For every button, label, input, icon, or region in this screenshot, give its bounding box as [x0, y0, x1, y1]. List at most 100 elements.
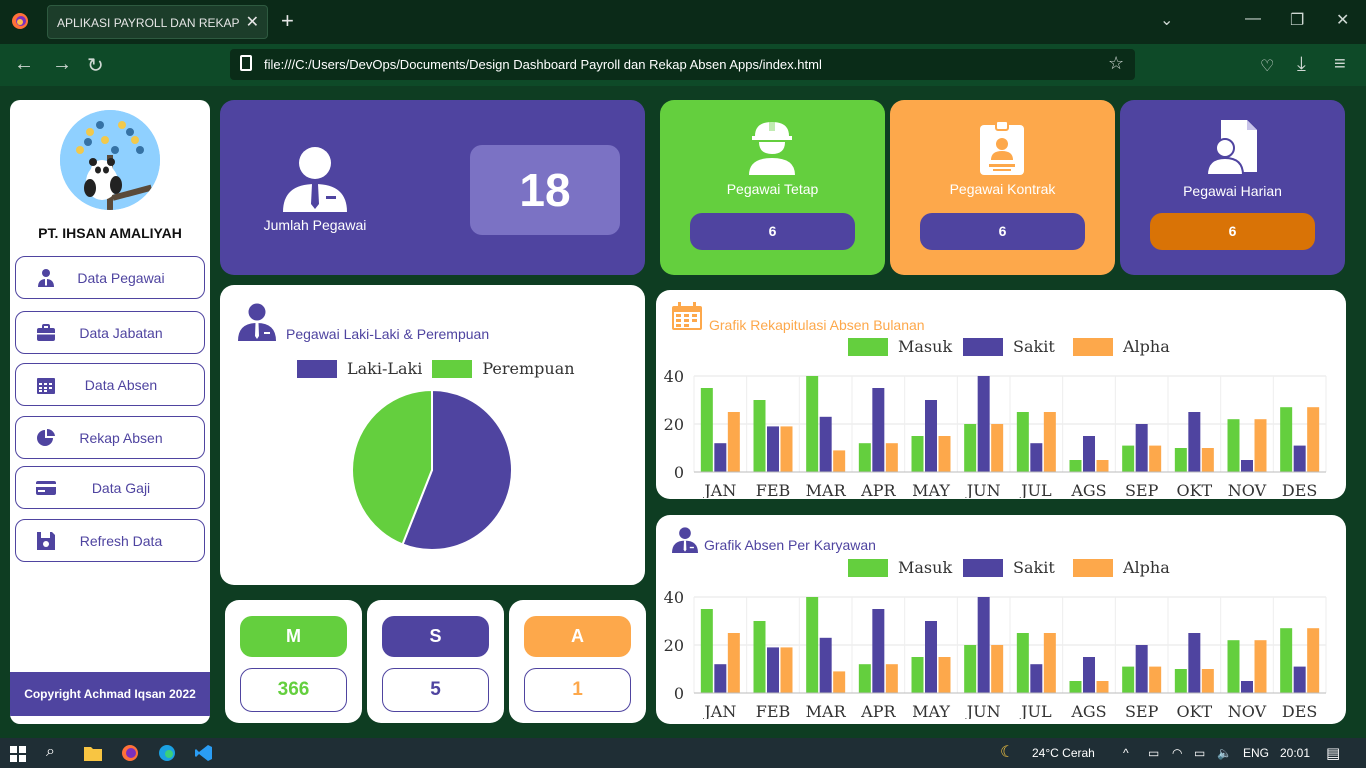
notification-icon[interactable]: ▤	[1326, 745, 1341, 762]
masuk-card: M 366	[225, 600, 362, 723]
copyright-footer: Copyright Achmad Iqsan 2022	[10, 672, 210, 716]
bar-sakit-apr	[872, 609, 885, 693]
calendar-icon	[672, 302, 702, 330]
file-explorer-icon[interactable]	[84, 745, 102, 761]
y-tick-label: 0	[674, 684, 684, 703]
x-tick-label: JUN	[965, 702, 1001, 719]
tray-chevron-icon[interactable]: ^	[1123, 746, 1129, 760]
minimize-icon[interactable]: —	[1245, 10, 1261, 27]
user-tie-icon	[238, 303, 276, 341]
x-tick-label: DES	[1282, 702, 1317, 719]
close-tab-icon[interactable]: ✕	[245, 14, 259, 31]
legend-alpha: Alpha	[1122, 559, 1170, 577]
gender-chart-title: Pegawai Laki-Laki & Perempuan	[286, 326, 490, 342]
menu-data-absen[interactable]: Data Absen	[15, 363, 205, 406]
close-window-icon[interactable]: ✕	[1336, 12, 1350, 29]
download-icon[interactable]: ⤓	[1297, 53, 1306, 75]
bar-sakit-ags	[1083, 436, 1095, 472]
bookmark-star-icon[interactable]: ☆	[1108, 53, 1125, 73]
menu-hamburger-icon[interactable]: ≡	[1334, 53, 1346, 75]
briefcase-icon	[37, 324, 55, 341]
menu-refresh-data[interactable]: Refresh Data	[15, 519, 205, 562]
alpha-card: A 1	[509, 600, 646, 723]
bar-alpha-jun	[991, 645, 1004, 693]
edge-icon[interactable]	[158, 744, 176, 762]
url-text[interactable]: file:///C:/Users/DevOps/Documents/Design…	[264, 57, 822, 72]
alpha-label: A	[524, 616, 631, 657]
bar-sakit-ags	[1083, 657, 1095, 693]
sakit-value: 5	[382, 668, 489, 712]
contract-employee-value: 6	[920, 213, 1085, 250]
dashboard-page: PT. IHSAN AMALIYAH Data Pegawai Data Jab…	[0, 86, 1366, 738]
gender-pie-chart	[351, 388, 513, 551]
meet-icon[interactable]: ▭	[1148, 746, 1160, 760]
y-tick-label: 40	[664, 367, 684, 386]
back-icon[interactable]: ←	[14, 53, 34, 75]
bar-alpha-jan	[727, 412, 740, 472]
browser-tab-bar: APLIKASI PAYROLL DAN REKAP ABSEN ✕ + ⌄ —…	[0, 0, 1366, 44]
permanent-employee-value: 6	[690, 213, 855, 250]
pocket-icon[interactable]: ♡	[1260, 58, 1275, 75]
pie-slice-perempuan	[351, 388, 433, 546]
x-tick-label: JAN	[702, 481, 736, 498]
menu-data-gaji[interactable]: Data Gaji	[15, 466, 205, 509]
bar-masuk-feb	[753, 400, 766, 472]
alpha-value: 1	[524, 668, 631, 712]
user-tie-icon	[283, 147, 347, 212]
page-icon	[240, 55, 252, 71]
battery-icon[interactable]: ▭	[1194, 746, 1206, 760]
bar-masuk-ags	[1069, 681, 1082, 693]
gender-legend: Laki-Laki Perempuan	[297, 359, 585, 378]
sakit-card: S 5	[367, 600, 504, 723]
legend-swatch-masuk	[848, 338, 888, 356]
vscode-icon[interactable]	[195, 744, 213, 762]
bar-sakit-nov	[1241, 681, 1253, 693]
bar-alpha-jan	[727, 633, 740, 693]
windows-taskbar: ⌕ ☾ 24°C Cerah ^ ▭ ◠ ▭ 🔈 ENG 20:01 ▤	[0, 738, 1366, 768]
bar-masuk-okt	[1174, 448, 1187, 472]
bar-sakit-okt	[1188, 633, 1201, 693]
menu-data-jabatan[interactable]: Data Jabatan	[15, 311, 205, 354]
user-document-icon	[1207, 120, 1257, 175]
bar-sakit-mar	[819, 416, 832, 472]
bar-sakit-feb	[767, 426, 779, 472]
windows-start-icon[interactable]	[10, 746, 26, 762]
new-tab-icon[interactable]: +	[281, 8, 294, 33]
menu-data-pegawai[interactable]: Data Pegawai	[15, 256, 205, 299]
menu-label: Rekap Absen	[79, 430, 163, 446]
bar-alpha-ags	[1096, 460, 1109, 472]
sidebar: PT. IHSAN AMALIYAH Data Pegawai Data Jab…	[10, 100, 210, 724]
bar-alpha-may	[938, 436, 951, 472]
bar-alpha-des	[1307, 628, 1320, 693]
bar-alpha-jul	[1043, 633, 1056, 693]
bar-alpha-nov	[1254, 640, 1267, 693]
tab-list-chevron-icon[interactable]: ⌄	[1160, 12, 1174, 29]
y-tick-label: 20	[664, 636, 684, 655]
menu-label: Data Gaji	[91, 480, 151, 496]
firefox-taskbar-icon[interactable]	[121, 744, 139, 762]
reload-icon[interactable]: ↻	[87, 55, 104, 77]
browser-tab[interactable]: APLIKASI PAYROLL DAN REKAP ABSEN ✕	[47, 5, 268, 39]
url-bar[interactable]: file:///C:/Users/DevOps/Documents/Design…	[230, 49, 1135, 80]
wifi-icon[interactable]: ◠	[1172, 746, 1183, 760]
gender-chart-panel: Pegawai Laki-Laki & Perempuan Laki-Laki …	[220, 285, 645, 585]
clock-time[interactable]: 20:01	[1280, 746, 1311, 760]
bar-sakit-okt	[1188, 412, 1201, 472]
menu-rekap-absen[interactable]: Rekap Absen	[15, 416, 205, 459]
x-tick-label: SEP	[1125, 702, 1159, 719]
restore-icon[interactable]: ❐	[1290, 12, 1305, 29]
y-tick-label: 20	[664, 415, 684, 434]
bar-masuk-jan	[700, 609, 713, 693]
search-icon[interactable]: ⌕	[46, 743, 55, 760]
bar-masuk-nov	[1227, 419, 1240, 472]
x-tick-label: APR	[860, 702, 896, 719]
bar-masuk-jul	[1016, 412, 1029, 472]
forward-icon[interactable]: →	[52, 53, 72, 75]
weather-text[interactable]: 24°C Cerah	[1032, 746, 1095, 760]
bar-masuk-ags	[1069, 460, 1082, 472]
volume-muted-icon[interactable]: 🔈	[1217, 746, 1232, 760]
bar-masuk-jan	[700, 388, 713, 472]
bar-sakit-feb	[767, 647, 779, 693]
language-indicator[interactable]: ENG	[1243, 746, 1270, 760]
firefox-icon[interactable]	[11, 12, 29, 30]
